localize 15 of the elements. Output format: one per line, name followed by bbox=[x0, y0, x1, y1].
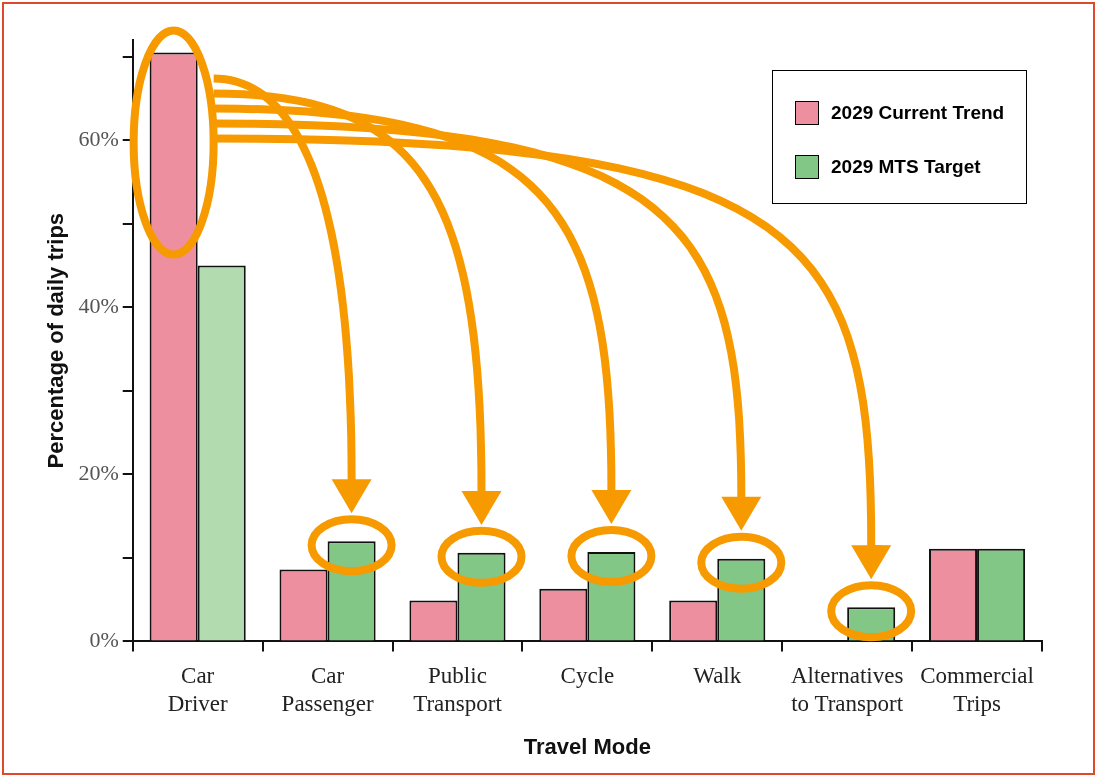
y-tick-label: 0% bbox=[89, 627, 119, 653]
x-tick-label: Public Transport bbox=[413, 663, 503, 716]
x-tick-label: Alternatives to Transport bbox=[790, 663, 904, 716]
x-tick-label: Walk bbox=[693, 663, 742, 689]
x-axis-title: Travel Mode bbox=[523, 733, 651, 759]
y-axis-title: Percentage of daily trips bbox=[43, 212, 69, 469]
y-tick-label: 60% bbox=[78, 126, 119, 152]
x-tick-label: Commercial Trips bbox=[920, 663, 1034, 716]
x-tick-label: Cycle bbox=[560, 663, 615, 689]
legend-label: 2029 MTS Target bbox=[831, 156, 981, 178]
x-tick-label: Car Driver bbox=[167, 663, 229, 716]
x-tick-label: Car Passenger bbox=[281, 663, 374, 716]
legend-label: 2029 Current Trend bbox=[831, 102, 1005, 124]
y-tick-label: 40% bbox=[78, 293, 119, 319]
y-tick-label: 20% bbox=[78, 460, 119, 486]
